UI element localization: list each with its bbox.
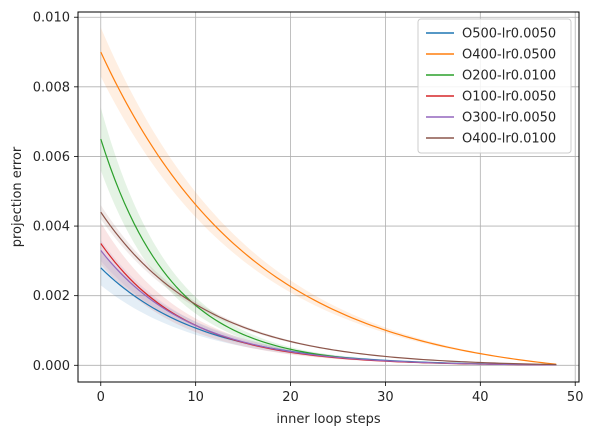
- series-band: [100, 27, 557, 365]
- legend-label: O500-lr0.0050: [462, 27, 556, 42]
- legend-label: O400-lr0.0500: [462, 48, 556, 63]
- y-tick-label: 0.008: [33, 80, 70, 95]
- x-axis: 0 10 20 30 40 50: [97, 382, 584, 405]
- y-tick-label: 0.004: [33, 220, 70, 235]
- x-axis-label: inner loop steps: [276, 412, 381, 427]
- legend-label: O400-lr0.0100: [462, 132, 556, 147]
- legend-label: O100-lr0.0050: [462, 90, 556, 105]
- x-tick-label: 30: [377, 390, 394, 405]
- legend-label: O300-lr0.0050: [462, 111, 556, 126]
- x-tick-label: 50: [567, 390, 584, 405]
- legend: O500-lr0.0050 O400-lr0.0500 O200-lr0.0100 O…: [417, 18, 572, 154]
- x-tick-label: 20: [282, 390, 299, 405]
- y-tick-label: 0.000: [33, 359, 70, 374]
- series-band: [100, 222, 557, 365]
- x-tick-label: 0: [97, 390, 105, 405]
- y-axis-label: projection error: [10, 146, 25, 247]
- legend-box: [417, 18, 572, 154]
- plot-frame: [77, 11, 580, 383]
- series-lines: [100, 51, 557, 366]
- y-tick-label: 0.002: [33, 289, 70, 304]
- y-tick-label: 0.010: [33, 11, 70, 26]
- series-line: [100, 51, 557, 365]
- x-tick-label: 10: [187, 390, 204, 405]
- x-tick-label: 40: [472, 390, 489, 405]
- series-line: [100, 211, 557, 366]
- y-tick-label: 0.006: [33, 150, 70, 165]
- legend-label: O200-lr0.0100: [462, 69, 556, 84]
- y-axis: 0.000 0.002 0.004 0.006 0.008 0.010: [33, 11, 78, 374]
- series-band: [100, 250, 557, 365]
- series-line: [100, 250, 557, 366]
